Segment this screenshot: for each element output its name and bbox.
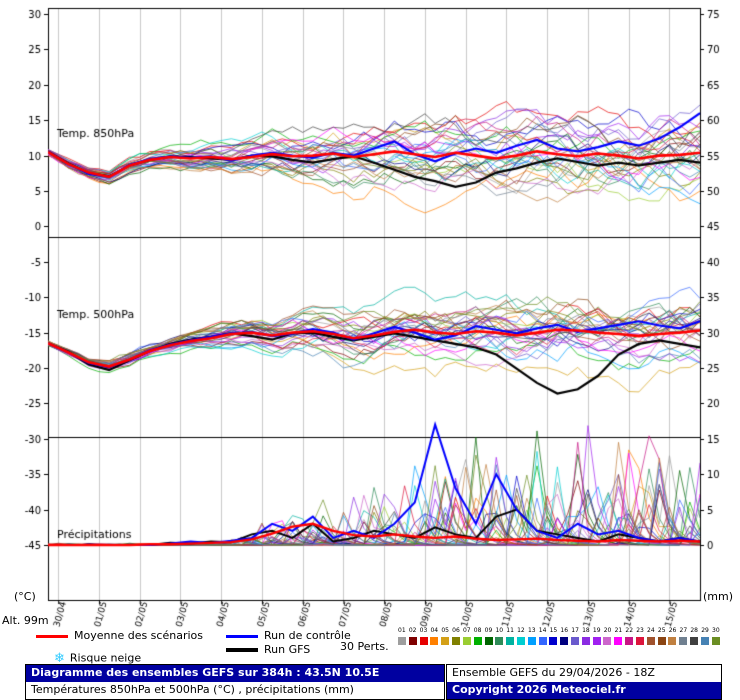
member-color-swatch (657, 637, 666, 645)
member-number: 13 (527, 627, 536, 634)
ensemble-chart-canvas (0, 0, 740, 628)
footer-left-box: Diagramme des ensembles GEFS sur 384h : … (25, 664, 445, 700)
member-color-swatch (484, 637, 493, 645)
member-color-swatch (646, 637, 655, 645)
member-number: 14 (538, 627, 547, 634)
run-info: Ensemble GEFS du 29/04/2026 - 18Z (447, 665, 721, 682)
legend-snow: ❄ Risque neige (54, 651, 141, 666)
member-color-swatch (462, 637, 471, 645)
diagram-title: Diagramme des ensembles GEFS sur 384h : … (26, 665, 444, 682)
member-number: 15 (549, 627, 558, 634)
legend-control: Run de contrôle (226, 629, 351, 642)
member-number: 07 (462, 627, 471, 634)
member-color-swatch (679, 637, 688, 645)
member-number: 12 (517, 627, 525, 634)
member-color-swatch (441, 637, 450, 645)
member-number: 21 (614, 627, 623, 634)
member-number: 24 (647, 627, 655, 634)
member-number: 02 (408, 627, 417, 634)
member-number: 04 (430, 627, 439, 634)
member-number: 08 (473, 627, 482, 634)
member-number: 17 (571, 627, 579, 634)
member-number: 26 (668, 627, 677, 634)
legend-gfs: Run GFS (226, 643, 310, 656)
control-line-sample (226, 634, 258, 638)
member-color-swatch (419, 637, 428, 645)
member-color-swatch (560, 637, 569, 645)
member-number: 10 (495, 627, 504, 634)
right-axis-unit: (mm) (703, 590, 734, 603)
member-color-swatch (571, 637, 579, 645)
member-color-swatch (592, 637, 601, 645)
member-number: 06 (452, 627, 460, 634)
legend-mean-label: Moyenne des scénarios (74, 629, 203, 642)
member-number: 29 (701, 627, 709, 634)
member-number: 11 (506, 627, 514, 634)
member-color-swatch (711, 637, 720, 645)
member-color-swatch (689, 637, 698, 645)
member-color-swatch (538, 637, 547, 645)
member-color-swatch (473, 637, 482, 645)
member-color-swatch (398, 637, 406, 645)
legend-mean: Moyenne des scénarios (36, 629, 203, 642)
member-number: 09 (484, 627, 493, 634)
member-number: 28 (690, 627, 698, 634)
member-color-swatch (516, 637, 525, 645)
mean-line-sample (36, 634, 68, 638)
member-number: 01 (398, 627, 406, 634)
member-color-swatch (506, 637, 515, 645)
legend-perts-label: 30 Perts. (340, 640, 389, 653)
gfs-line-sample (226, 648, 258, 652)
member-color-swatch (581, 637, 590, 645)
member-color-swatch (430, 637, 439, 645)
member-color-swatch (668, 637, 677, 645)
member-numbers: 01 02 03 04 05 06 07 08 09 10 11 12 13 14 15 16 17 18 19 20… (398, 627, 720, 634)
member-number: 23 (636, 627, 644, 634)
member-number: 19 (592, 627, 601, 634)
member-number: 16 (560, 627, 569, 634)
diagram-subtitle: Températures 850hPa et 500hPa (°C) , pré… (26, 682, 444, 699)
member-number: 03 (419, 627, 428, 634)
member-number: 05 (441, 627, 449, 634)
member-color-swatch (635, 637, 644, 645)
legend-gfs-label: Run GFS (264, 643, 311, 656)
member-number: 20 (603, 627, 612, 634)
member-number: 30 (712, 627, 720, 634)
member-color-swatch (603, 637, 612, 645)
copyright: Copyright 2026 Meteociel.fr (447, 682, 721, 699)
member-color-swatch (527, 637, 536, 645)
member-color-swatch (614, 637, 623, 645)
member-color-swatch (495, 637, 504, 645)
member-number: 27 (679, 627, 688, 634)
member-color-swatch (452, 637, 461, 645)
member-swatches (398, 637, 720, 645)
member-number: 25 (657, 627, 666, 634)
member-color-swatch (549, 637, 558, 645)
member-number: 18 (582, 627, 590, 634)
left-axis-unit: (°C) (14, 590, 36, 603)
member-color-swatch (625, 637, 634, 645)
snowflake-icon: ❄ (54, 651, 65, 666)
member-color-swatch (700, 637, 709, 645)
legend-snow-label: Risque neige (69, 651, 142, 665)
altitude-label: Alt. 99m (2, 614, 49, 627)
member-number: 22 (625, 627, 634, 634)
legend-control-label: Run de contrôle (264, 629, 351, 642)
footer-right-box: Ensemble GEFS du 29/04/2026 - 18Z Copyri… (446, 664, 722, 700)
member-color-swatch (408, 637, 417, 645)
